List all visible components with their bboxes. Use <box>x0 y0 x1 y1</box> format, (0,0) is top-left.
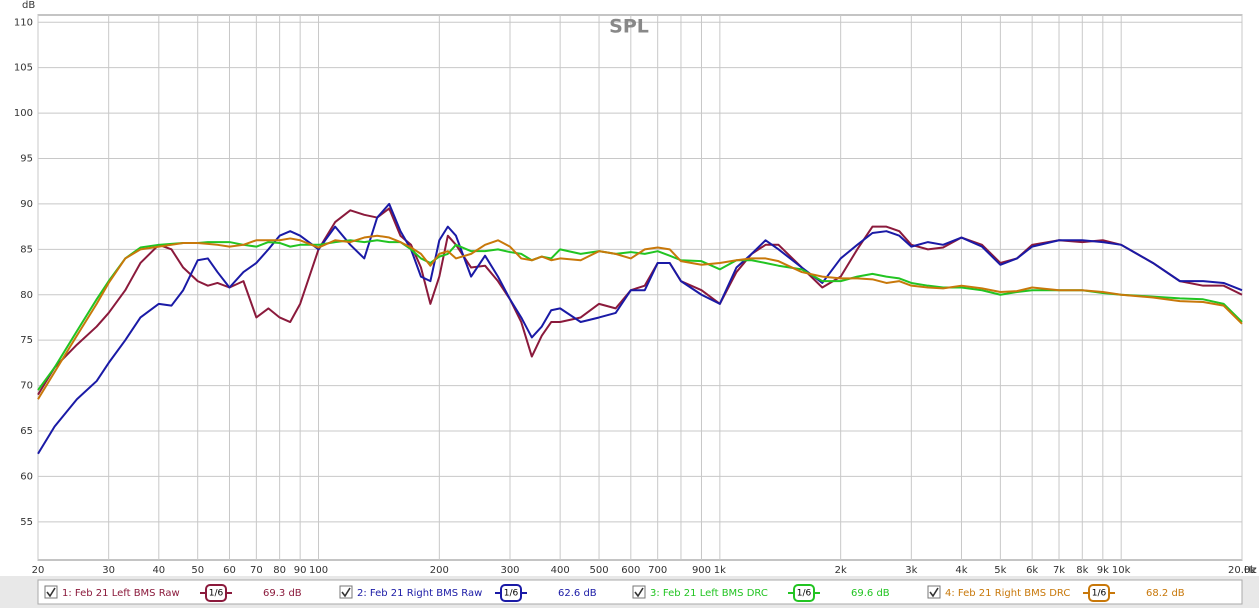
y-tick-label: 80 <box>20 290 33 301</box>
smoothing-box <box>205 584 227 602</box>
legend-item: 3: Feb 21 Left BMS DRC 1/6 69.6 dB <box>632 584 890 602</box>
x-tick-label: 200 <box>430 565 449 576</box>
x-tick-label: 40 <box>152 565 165 576</box>
legend-label: 4: Feb 21 Right BMS DRC <box>945 588 1070 599</box>
y-tick-label: 65 <box>20 426 33 437</box>
x-tick-label: 10k <box>1112 565 1131 576</box>
legend-item: 4: Feb 21 Right BMS DRC 1/6 68.2 dB <box>927 584 1185 602</box>
legend-level: 62.6 dB <box>558 588 597 599</box>
x-tick-label: 80 <box>273 565 286 576</box>
x-tick-label: 60 <box>223 565 236 576</box>
legend-level: 69.3 dB <box>263 588 302 599</box>
legend-checkbox[interactable] <box>927 585 941 599</box>
smoothing-button[interactable]: 1/6 <box>205 584 227 602</box>
x-unit: Hz <box>1244 565 1257 576</box>
x-tick-label: 70 <box>250 565 263 576</box>
legend-label: 1: Feb 21 Left BMS Raw <box>62 588 180 599</box>
series-line <box>37 202 1243 455</box>
legend-item: 1: Feb 21 Left BMS Raw 1/6 69.3 dB <box>44 584 302 602</box>
y-tick-label: 110 <box>14 17 33 28</box>
checkbox-box <box>632 585 646 599</box>
x-tick-label: 700 <box>648 565 667 576</box>
y-tick-label: 60 <box>20 471 33 482</box>
y-tick-label: 90 <box>20 199 33 210</box>
x-tick-label: 4k <box>955 565 967 576</box>
legend-label: 2: Feb 21 Right BMS Raw <box>357 588 482 599</box>
series-line <box>37 234 1243 400</box>
y-tick-label: 55 <box>20 517 33 528</box>
chart-title: SPL <box>609 16 649 38</box>
x-tick-label: 30 <box>102 565 115 576</box>
smoothing-box <box>793 584 815 602</box>
y-tick-label: 105 <box>14 63 33 74</box>
y-tick-label: 85 <box>20 244 33 255</box>
x-tick-label: 50 <box>191 565 204 576</box>
y-unit: dB <box>22 0 35 11</box>
checkbox-check <box>929 587 939 598</box>
y-tick-label: 70 <box>20 381 33 392</box>
x-tick-label: 2k <box>835 565 847 576</box>
legend-level: 68.2 dB <box>1146 588 1185 599</box>
smoothing-label: 1/6 <box>209 589 224 599</box>
x-tick-label: 1k <box>714 565 726 576</box>
x-tick-label: 90 <box>294 565 307 576</box>
checkbox-check <box>46 587 56 598</box>
x-tick-label: 20 <box>32 565 45 576</box>
x-tick-label: 7k <box>1053 565 1065 576</box>
legend-level: 69.6 dB <box>851 588 890 599</box>
legend-checkbox[interactable] <box>632 585 646 599</box>
x-tick-label: 9k <box>1097 565 1109 576</box>
x-tick-label: 400 <box>551 565 570 576</box>
y-tick-label: 100 <box>14 108 33 119</box>
legend-label: 3: Feb 21 Left BMS DRC <box>650 588 768 599</box>
x-tick-label: 5k <box>994 565 1006 576</box>
x-tick-label: 600 <box>621 565 640 576</box>
x-tick-label: 6k <box>1026 565 1038 576</box>
x-tick-label: 900 <box>692 565 711 576</box>
smoothing-box <box>1088 584 1110 602</box>
y-tick-label: 75 <box>20 335 33 346</box>
x-tick-label: 100 <box>309 565 328 576</box>
smoothing-button[interactable]: 1/6 <box>1088 584 1110 602</box>
smoothing-label: 1/6 <box>1092 589 1107 599</box>
x-tick-label: 300 <box>500 565 519 576</box>
legend-checkbox[interactable] <box>44 585 58 599</box>
y-tick-label: 95 <box>20 154 33 165</box>
checkbox-box <box>44 585 58 599</box>
legend-checkbox[interactable] <box>339 585 353 599</box>
smoothing-button[interactable]: 1/6 <box>793 584 815 602</box>
x-tick-label: 8k <box>1076 565 1088 576</box>
smoothing-box <box>500 584 522 602</box>
x-tick-label: 3k <box>905 565 917 576</box>
checkbox-check <box>341 587 351 598</box>
checkbox-box <box>927 585 941 599</box>
smoothing-label: 1/6 <box>797 589 812 599</box>
checkbox-box <box>339 585 353 599</box>
x-tick-label: 500 <box>589 565 608 576</box>
x-tick-label: 20.0k <box>1228 565 1256 576</box>
checkbox-check <box>634 587 644 598</box>
legend-item: 2: Feb 21 Right BMS Raw 1/6 62.6 dB <box>339 584 597 602</box>
smoothing-label: 1/6 <box>504 589 519 599</box>
smoothing-button[interactable]: 1/6 <box>500 584 522 602</box>
